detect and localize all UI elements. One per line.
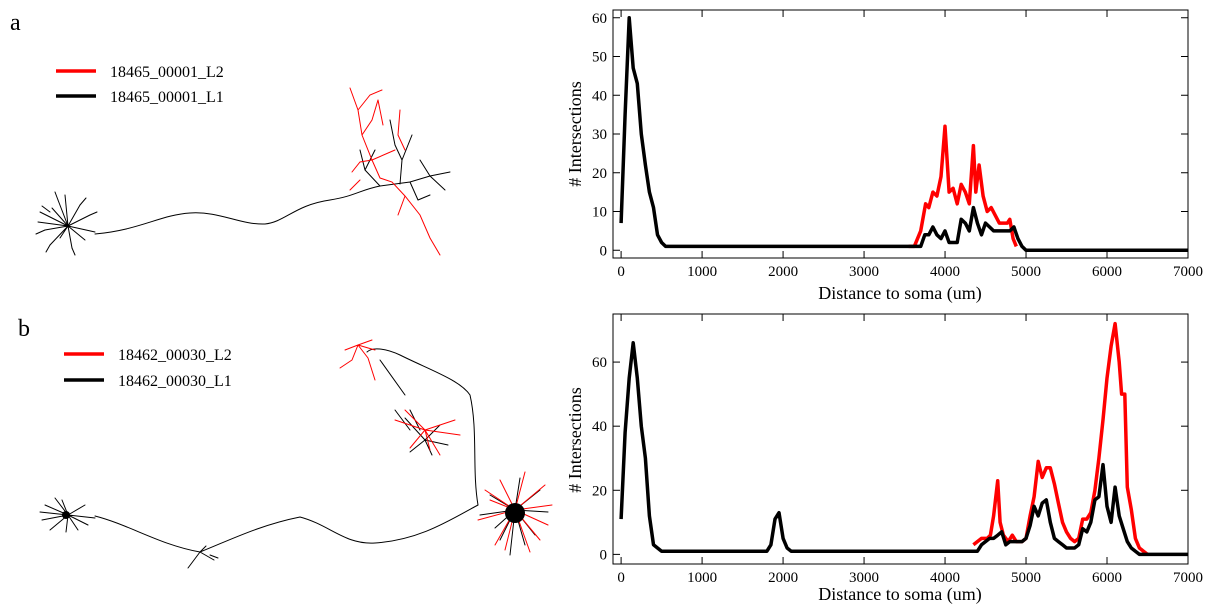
chart-b-series <box>619 321 1188 557</box>
chart-b-xtick-label: 1000 <box>687 570 717 586</box>
legend-a: 18465_00001_L2 18465_00001_L1 <box>56 64 224 106</box>
chart-b-ylabel: # Intersections <box>565 387 585 492</box>
chart-b: 0 1000 2000 3000 4000 5000 6000 7000 0 20 40 60 Dis… <box>565 313 1203 605</box>
chart-b-ytick-label: 40 <box>592 419 607 435</box>
chart-a-xlabel: Distance to soma (um) <box>818 283 981 304</box>
chart-b-xtick-label: 0 <box>617 570 625 586</box>
chart-b-xtick-label: 4000 <box>930 570 960 586</box>
chart-b-xtick-label: 3000 <box>849 570 879 586</box>
legend-b: 18462_00030_L2 18462_00030_L1 <box>64 347 232 390</box>
panel-b-letter: b <box>18 316 30 342</box>
chart-a-ytick-label: 0 <box>600 243 608 259</box>
chart-a-ytick-label: 40 <box>592 88 607 104</box>
chart-b-ticks: 0 1000 2000 3000 4000 5000 6000 7000 0 20 40 60 <box>592 314 1203 586</box>
chart-a-ticks: 0 1000 2000 3000 4000 5000 6000 7000 0 10 20 30 40 50… <box>592 10 1203 280</box>
chart-a-xtick-label: 7000 <box>1173 264 1203 280</box>
chart-b-xtick-label: 7000 <box>1173 570 1203 586</box>
chart-b-xlabel: Distance to soma (um) <box>818 584 981 605</box>
chart-a-xtick-label: 6000 <box>1092 264 1122 280</box>
chart-a-frame <box>612 9 1189 259</box>
legend-a-label-l2: 18465_00001_L2 <box>110 64 224 81</box>
chart-a-xtick-label: 2000 <box>768 264 798 280</box>
legend-a-label-l1: 18465_00001_L1 <box>110 89 224 106</box>
chart-a-ytick-label: 20 <box>592 166 607 182</box>
chart-a-ytick-label: 50 <box>592 50 607 66</box>
chart-a: 0 1000 2000 3000 4000 5000 6000 7000 0 10 20 30 40 50… <box>565 9 1203 304</box>
chart-b-xtick-label: 6000 <box>1092 570 1122 586</box>
neuron-morphology-b <box>39 339 553 569</box>
chart-a-ytick-label: 60 <box>592 11 607 27</box>
legend-b-label-l1: 18462_00030_L1 <box>118 373 232 390</box>
chart-a-ytick-label: 10 <box>592 205 607 221</box>
chart-a-xtick-label: 1000 <box>687 264 717 280</box>
chart-a-xtick-label: 5000 <box>1011 264 1041 280</box>
chart-b-xtick-label: 2000 <box>768 570 798 586</box>
chart-a-line-18465-00001-l1 <box>619 16 1188 253</box>
chart-a-xtick-label: 4000 <box>930 264 960 280</box>
chart-b-ytick-label: 0 <box>600 547 608 563</box>
chart-b-line-18462-00030-l1 <box>619 341 1188 557</box>
chart-a-series <box>619 16 1188 253</box>
chart-b-ytick-label: 20 <box>592 483 607 499</box>
chart-a-ylabel: # Intersections <box>565 81 585 186</box>
panel-a-letter: a <box>10 10 21 36</box>
chart-b-ytick-label: 60 <box>592 355 607 371</box>
chart-a-xtick-label: 0 <box>617 264 625 280</box>
chart-b-frame <box>612 313 1189 565</box>
chart-a-xtick-label: 3000 <box>849 264 879 280</box>
chart-a-line-18465-00001-l2 <box>908 124 1018 249</box>
neuron-morphology-a <box>35 87 451 256</box>
chart-a-ytick-label: 30 <box>592 127 607 143</box>
chart-b-xtick-label: 5000 <box>1011 570 1041 586</box>
legend-b-label-l2: 18462_00030_L2 <box>118 347 232 364</box>
